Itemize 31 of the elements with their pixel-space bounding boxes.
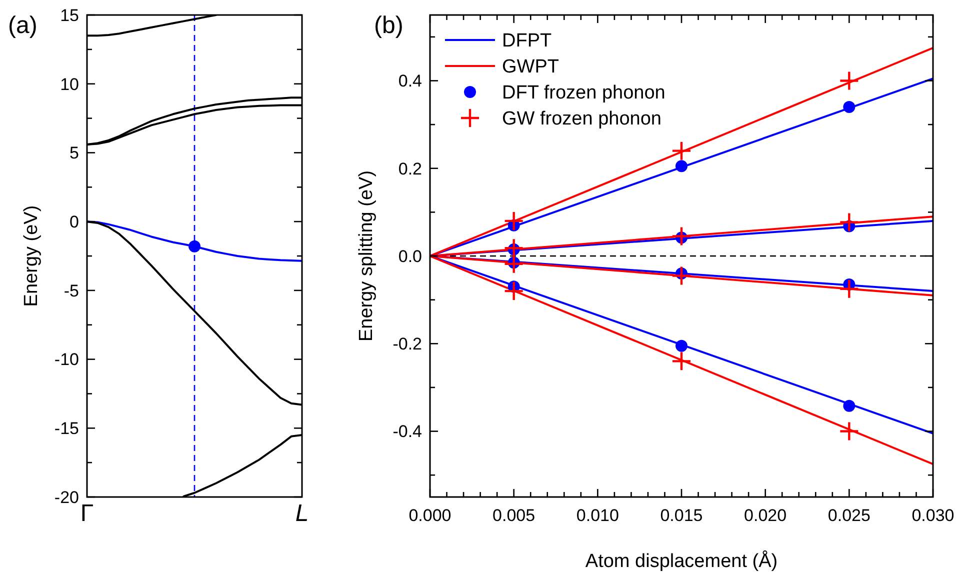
y-tick-label: 15 — [60, 6, 79, 25]
y-tick-label: -5 — [64, 281, 79, 300]
y-axis-title: Energy splitting (eV) — [356, 170, 377, 342]
y-axis-title: Energy (eV) — [21, 205, 42, 307]
x-tick-label: 0.015 — [660, 506, 703, 525]
y-tick-label: -15 — [54, 419, 79, 438]
y-tick-label: -0.2 — [392, 334, 422, 354]
legend-label: GW frozen phonon — [502, 108, 662, 130]
y-tick-label: 0.2 — [398, 159, 422, 178]
legend-label: DFT frozen phonon — [502, 82, 666, 104]
y-tick-label: 0.4 — [398, 72, 422, 91]
x-tick-label: L — [295, 500, 309, 527]
legend-label: DFPT — [502, 30, 552, 52]
x-tick-label: 0.005 — [492, 506, 536, 525]
y-tick-label: 0 — [70, 212, 79, 232]
y-tick-label: -20 — [54, 488, 79, 507]
x-tick-label: 0.025 — [828, 506, 870, 525]
y-tick-label: 5 — [70, 144, 79, 163]
x-tick-label: 0.000 — [408, 506, 452, 525]
x-axis-title: Atom displacement (Å) — [585, 550, 778, 572]
x-tick-label: 0.030 — [912, 506, 954, 525]
y-tick-label: -0.4 — [392, 422, 422, 442]
y-tick-label: 0.0 — [398, 246, 422, 266]
legend-label: GWPT — [502, 56, 560, 78]
chart-title: (a) — [8, 12, 38, 39]
y-tick-label: -10 — [54, 350, 79, 370]
chart-title: (b) — [374, 12, 404, 39]
x-tick-label: 0.020 — [744, 506, 787, 525]
y-tick-label: 10 — [60, 74, 79, 94]
x-tick-label: Γ — [80, 500, 94, 527]
x-tick-label: 0.010 — [576, 506, 619, 525]
